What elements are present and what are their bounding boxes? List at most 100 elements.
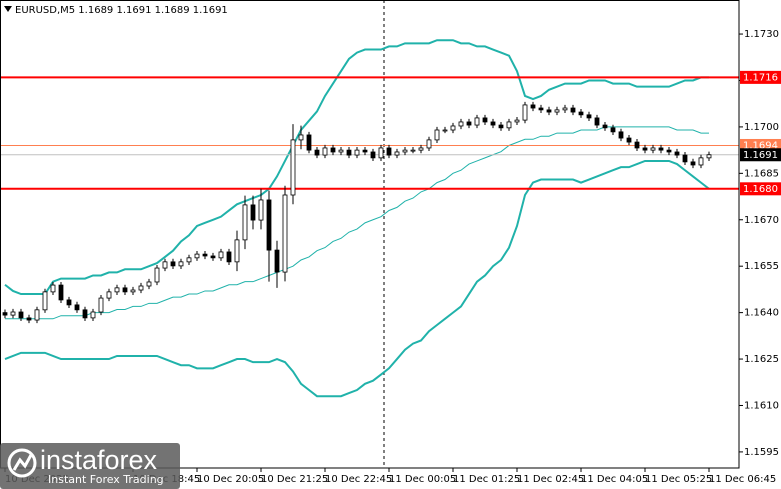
plot-frame [0, 0, 740, 469]
candle-body [570, 107, 576, 113]
candle-body [602, 124, 608, 129]
candle-body [138, 285, 144, 291]
candle-body [42, 291, 48, 311]
candle-body [378, 147, 384, 159]
candle-body [154, 267, 160, 283]
candle-body [578, 111, 584, 116]
candle-body [106, 291, 112, 299]
candle-body [146, 281, 152, 287]
x-tick-label: 11 Dec 04:05 [581, 474, 648, 485]
candle-body [90, 311, 96, 319]
bollinger-band [4, 159, 710, 398]
level-label: 1.1680 [743, 184, 778, 195]
x-tick-label: 11 Dec 00:05 [389, 474, 456, 485]
candle-body [258, 199, 264, 221]
plot-area [0, 39, 739, 398]
watermark-tagline: Instant Forex Trading [48, 473, 164, 486]
candle-body [266, 199, 272, 251]
candle-body [546, 109, 552, 113]
candle-body [282, 194, 288, 273]
candle-body [226, 251, 232, 263]
candle-body [442, 129, 448, 132]
candle-body [610, 127, 616, 133]
candle-body [98, 297, 104, 313]
watermark: instaforex Instant Forex Trading [0, 443, 180, 489]
y-tick-label: 1.1700 [744, 122, 779, 133]
candle-body [26, 317, 32, 321]
candle-body [290, 139, 296, 196]
title-icon [4, 6, 12, 12]
candle-body [698, 157, 704, 166]
candle-body [50, 284, 56, 293]
candle-body [10, 311, 16, 316]
candle-body [170, 261, 176, 267]
candle-body [418, 147, 424, 151]
candle-body [274, 249, 280, 273]
candle-body [34, 309, 40, 321]
candle-body [298, 134, 304, 141]
candle-body [450, 125, 456, 131]
x-tick-label: 10 Dec 21:25 [261, 474, 328, 485]
candle-body [642, 147, 648, 151]
level-label-box [740, 182, 781, 196]
candle-body [314, 149, 320, 156]
y-tick-label: 1.1625 [744, 354, 779, 365]
candle-body [562, 107, 568, 111]
x-tick-label: 11 Dec 06:45 [709, 474, 776, 485]
bollinger-band [4, 39, 709, 296]
candle-body [58, 284, 64, 301]
candle-body [330, 147, 336, 153]
candle-body [674, 151, 680, 156]
candle-body [234, 239, 240, 263]
candle-body [682, 154, 688, 163]
y-tick-label: 1.1670 [744, 215, 779, 226]
candle-body [626, 137, 632, 143]
x-tick-label: 11 Dec 01:25 [453, 474, 520, 485]
candle-body [194, 253, 200, 259]
candle-body [354, 149, 360, 156]
candle-body [514, 119, 520, 123]
candle-body [82, 309, 88, 319]
candle-body [434, 129, 440, 141]
candle-body [202, 253, 208, 257]
candle-body [250, 204, 256, 221]
candle-body [426, 139, 432, 149]
x-tick-label: 11 Dec 05:25 [645, 474, 712, 485]
candle-body [410, 149, 416, 152]
level-label-box [740, 70, 781, 84]
y-tick-label: 1.1685 [744, 168, 779, 179]
candle-body [122, 287, 128, 293]
level-label: 1.1716 [743, 72, 778, 83]
candle-body [322, 147, 328, 156]
candle-body [530, 104, 536, 109]
candle-body [658, 147, 664, 151]
current-price-box [740, 148, 781, 162]
y-tick-label: 1.1595 [744, 447, 779, 458]
candle-body [554, 109, 560, 113]
candle-body [66, 299, 72, 306]
candle-body [666, 149, 672, 153]
candle-body [74, 304, 80, 311]
y-tick-label: 1.1640 [744, 308, 779, 319]
candle-body [18, 311, 24, 319]
candle-body [394, 151, 400, 156]
candle-body [482, 117, 488, 123]
candle-body [242, 204, 248, 241]
x-tick-label: 11 Dec 02:45 [517, 474, 584, 485]
candle-body [650, 147, 656, 151]
candle-body [706, 154, 712, 159]
candle-body [186, 257, 192, 263]
candle-body [130, 289, 136, 293]
candle-body [210, 255, 216, 259]
candle-body [402, 149, 408, 153]
candle-body [466, 121, 472, 126]
candle-body [362, 149, 368, 153]
candle-body [338, 149, 344, 153]
candle-body [218, 251, 224, 259]
watermark-box [0, 443, 180, 489]
current-price-label: 1.1691 [743, 150, 778, 161]
candle-body [2, 312, 8, 316]
candle-body [634, 141, 640, 149]
